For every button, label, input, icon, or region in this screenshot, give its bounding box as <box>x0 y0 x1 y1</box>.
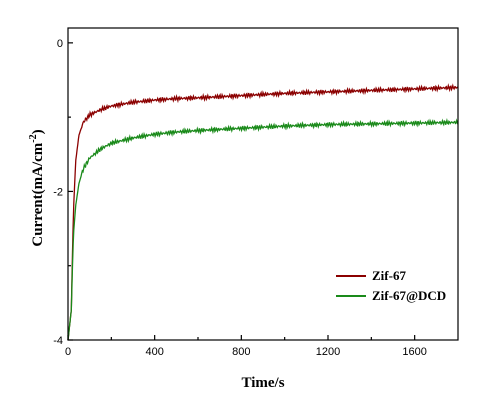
y-tick-label: -2 <box>53 186 63 198</box>
x-tick-label: 0 <box>65 346 71 358</box>
x-axis-label: Time/s <box>241 375 284 391</box>
y-axis-label: Current(mA/cm-2) <box>28 129 46 246</box>
x-tick-label: 800 <box>232 346 250 358</box>
legend: Zif-67 Zif-67@DCD <box>336 268 446 303</box>
x-tick-label: 1600 <box>402 346 426 358</box>
x-tick-label: 400 <box>145 346 163 358</box>
plot-frame <box>67 27 459 341</box>
y-tick-label: 0 <box>57 38 63 50</box>
y-axis-label-superscript: -2 <box>28 134 39 142</box>
y-tick-label: -4 <box>53 335 63 347</box>
legend-label-zif-67: Zif-67 <box>372 268 406 283</box>
series-line-zif-67-dcd <box>67 117 459 341</box>
legend-label-zif-67-dcd: Zif-67@DCD <box>372 288 446 303</box>
series-line-zif-67 <box>67 83 459 341</box>
axis-ticks: 0 400 800 1200 1600 0 -2 -4 <box>53 38 427 358</box>
y-axis-label-main: Current(mA/cm <box>30 142 46 246</box>
y-axis-label-end: ) <box>30 129 46 134</box>
x-tick-label: 1200 <box>316 346 340 358</box>
plot-lines <box>67 83 459 341</box>
